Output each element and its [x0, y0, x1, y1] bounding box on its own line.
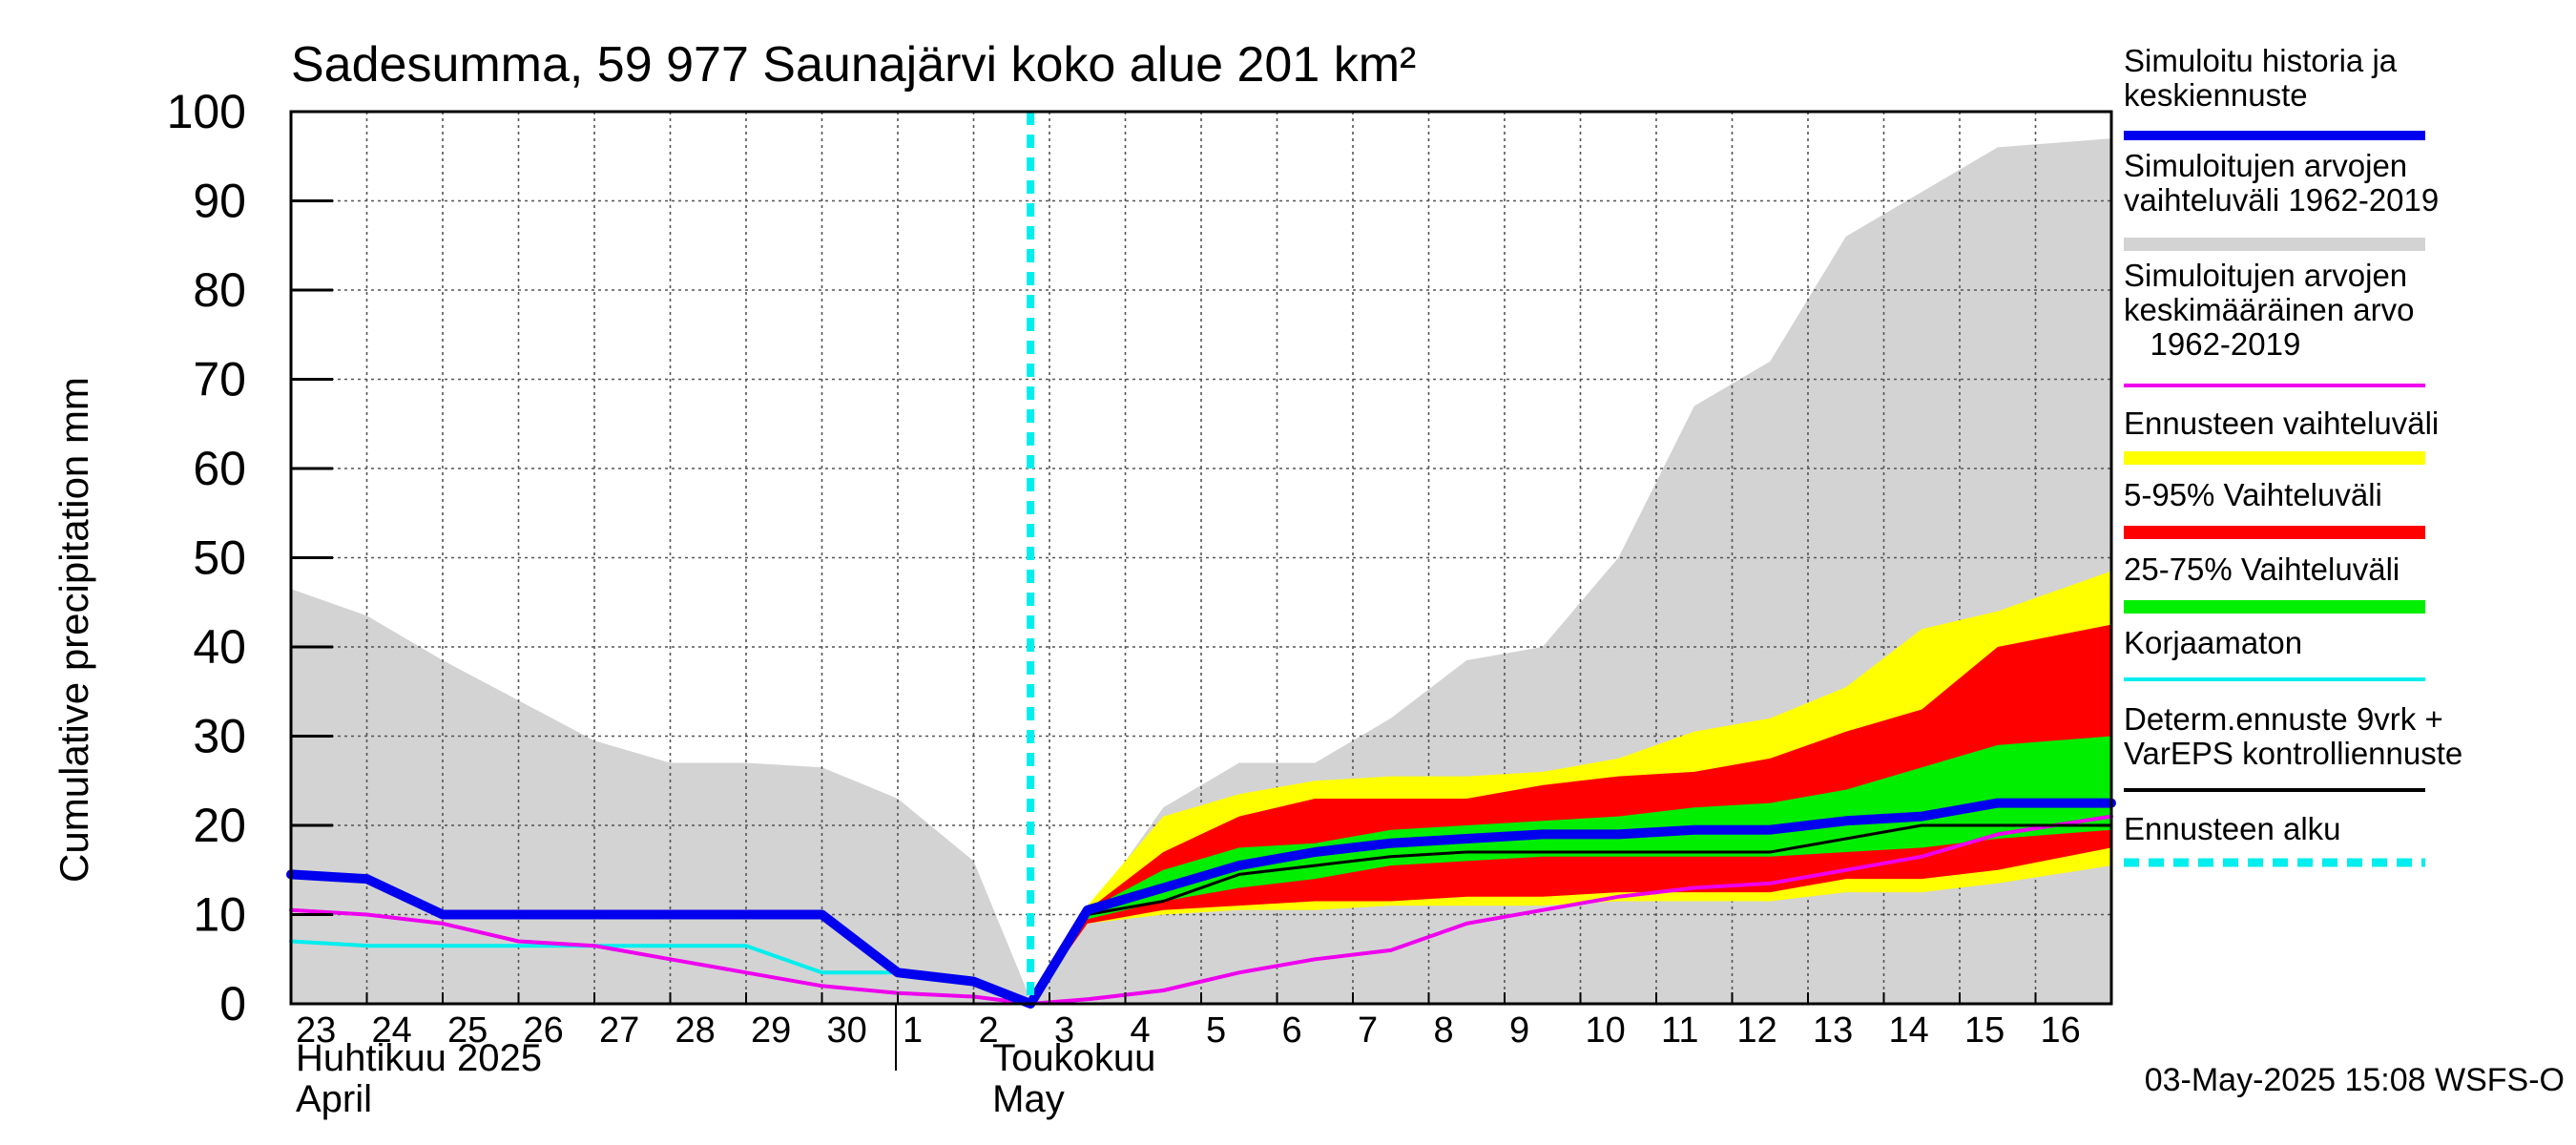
- legend-label: Korjaamaton: [2124, 625, 2302, 660]
- x-tick-label: 12: [1737, 1010, 1777, 1051]
- x-tick-label: 9: [1509, 1010, 1529, 1051]
- x-tick-label: 2: [979, 1010, 999, 1051]
- y-tick-label: 90: [193, 175, 246, 228]
- x-tick-label: 4: [1131, 1010, 1151, 1051]
- x-tick-label: 16: [2041, 1010, 2081, 1051]
- legend-label: vaihteluväli 1962-2019: [2124, 182, 2439, 218]
- chart-title: Sadesumma, 59 977 Saunajärvi koko alue 2…: [291, 37, 1416, 93]
- legend-label: 1962-2019: [2124, 326, 2300, 362]
- x-tick-label: 7: [1358, 1010, 1378, 1051]
- y-axis-label: Cumulative precipitation mm: [52, 377, 96, 883]
- x-tick-label: 6: [1282, 1010, 1302, 1051]
- y-tick-label: 30: [193, 710, 246, 763]
- y-tick-label: 70: [193, 353, 246, 406]
- y-tick-label: 50: [193, 531, 246, 585]
- x-tick-label: 30: [827, 1010, 867, 1051]
- legend-label: keskimääräinen arvo: [2124, 292, 2414, 327]
- simulated-line: [286, 798, 2116, 1009]
- y-tick-label: 40: [193, 620, 246, 674]
- month-label-april-fi: Huhtikuu 2025: [296, 1037, 542, 1079]
- legend-item-fc-start: Ennusteen alku: [2124, 811, 2425, 867]
- y-tick-label: 80: [193, 263, 246, 317]
- y-tick-label: 0: [219, 977, 246, 1030]
- legend-label: Determ.ennuste 9vrk +: [2124, 701, 2443, 737]
- x-tick-label: 26: [524, 1010, 564, 1051]
- legend: Simuloitu historia jakeskiennusteSimuloi…: [2124, 43, 2462, 867]
- y-tick-label: 60: [193, 442, 246, 495]
- x-tick-label: 1: [903, 1010, 923, 1051]
- legend-item-uncorr: Korjaamaton: [2124, 625, 2425, 681]
- x-tick-label: 10: [1586, 1010, 1626, 1051]
- legend-item-determ: Determ.ennuste 9vrk +VarEPS kontrollienn…: [2124, 701, 2462, 792]
- legend-label: Ennusteen vaihteluväli: [2124, 406, 2439, 441]
- x-tick-label: 3: [1054, 1010, 1074, 1051]
- plot-area: [286, 112, 2116, 1009]
- x-tick-label: 29: [751, 1010, 791, 1051]
- historical-mean-line: [289, 814, 2113, 1006]
- p25-75-band: [1030, 736, 2111, 1004]
- legend-label: Simuloitujen arvojen: [2124, 258, 2407, 293]
- x-tick-label: 14: [1889, 1010, 1929, 1051]
- legend-label: Ennusteen alku: [2124, 811, 2341, 846]
- legend-item-ens-range: Ennusteen vaihteluväli: [2124, 406, 2439, 465]
- month-label-april-en: April: [296, 1078, 372, 1120]
- y-tick-label: 100: [167, 85, 246, 138]
- x-tick-label: 13: [1813, 1010, 1853, 1051]
- x-tick-label: 15: [1964, 1010, 2005, 1051]
- x-tick-label: 11: [1661, 1010, 1698, 1051]
- timestamp: 03-May-2025 15:08 WSFS-O: [2145, 1062, 2565, 1098]
- y-tick-label: 10: [193, 888, 246, 942]
- p5-95-band: [1030, 624, 2111, 1004]
- y-tick-label: 20: [193, 799, 246, 852]
- month-label-may-en: May: [992, 1078, 1065, 1120]
- legend-item-p25-75: 25-75% Vaihteluväli: [2124, 552, 2425, 614]
- x-tick-label: 8: [1434, 1010, 1454, 1051]
- legend-label: Simuloitujen arvojen: [2124, 148, 2407, 183]
- x-tick-label: 23: [296, 1010, 336, 1051]
- legend-label: Simuloitu historia ja: [2124, 43, 2398, 78]
- legend-item-p5-95: 5-95% Vaihteluväli: [2124, 477, 2425, 539]
- legend-label: 5-95% Vaihteluväli: [2124, 477, 2382, 512]
- x-tick-label: 24: [372, 1010, 412, 1051]
- x-tick-label: 25: [447, 1010, 488, 1051]
- x-tick-label: 27: [599, 1010, 639, 1051]
- legend-label: VarEPS kontrolliennuste: [2124, 736, 2462, 771]
- deterministic-line: [1028, 823, 2113, 1006]
- legend-label: 25-75% Vaihteluväli: [2124, 552, 2399, 587]
- legend-label: keskiennuste: [2124, 77, 2308, 113]
- month-label-may-fi: Toukokuu: [992, 1037, 1155, 1079]
- x-tick-label: 28: [675, 1010, 716, 1051]
- x-tick-label: 5: [1206, 1010, 1226, 1051]
